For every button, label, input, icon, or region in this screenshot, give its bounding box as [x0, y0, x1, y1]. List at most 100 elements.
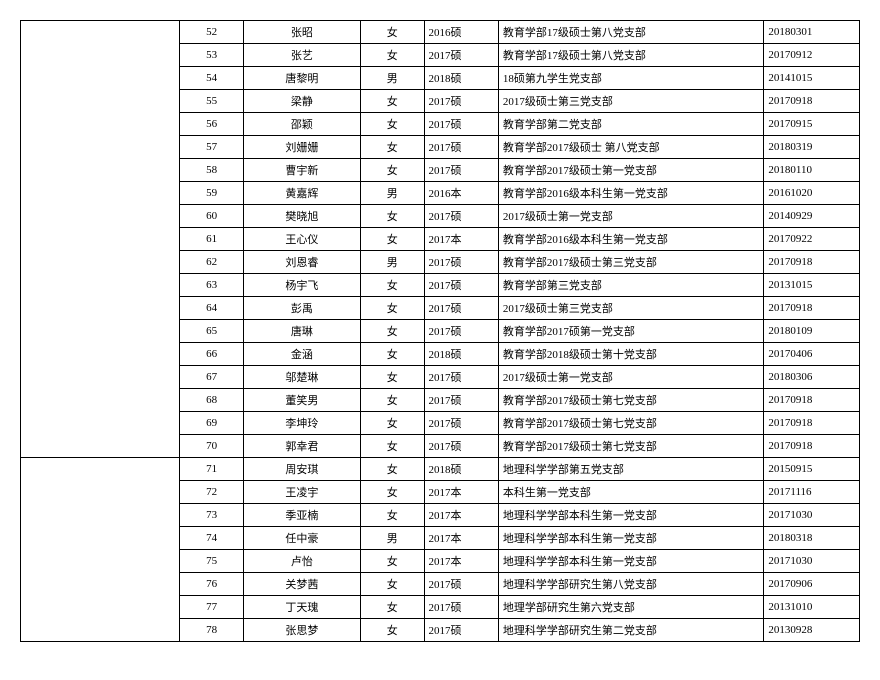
gender-cell: 女 [360, 113, 424, 136]
branch-cell: 教育学部2017级硕士第七党支部 [498, 389, 764, 412]
seq-cell: 76 [180, 573, 244, 596]
name-cell: 刘姗姗 [244, 136, 361, 159]
branch-cell: 教育学部2017级硕士第一党支部 [498, 159, 764, 182]
grade-cell: 2017本 [424, 550, 498, 573]
branch-cell: 地理科学学部本科生第一党支部 [498, 504, 764, 527]
date-cell: 20180110 [764, 159, 860, 182]
gender-cell: 女 [360, 550, 424, 573]
grade-cell: 2017硕 [424, 596, 498, 619]
gender-cell: 女 [360, 435, 424, 458]
grade-cell: 2017硕 [424, 435, 498, 458]
grade-cell: 2017硕 [424, 320, 498, 343]
branch-cell: 地理学部研究生第六党支部 [498, 596, 764, 619]
branch-cell: 教育学部第三党支部 [498, 274, 764, 297]
name-cell: 梁静 [244, 90, 361, 113]
grade-cell: 2018硕 [424, 458, 498, 481]
gender-cell: 男 [360, 67, 424, 90]
name-cell: 周安琪 [244, 458, 361, 481]
date-cell: 20180109 [764, 320, 860, 343]
name-cell: 李坤玲 [244, 412, 361, 435]
date-cell: 20140929 [764, 205, 860, 228]
branch-cell: 本科生第一党支部 [498, 481, 764, 504]
branch-cell: 18硕第九学生党支部 [498, 67, 764, 90]
date-cell: 20161020 [764, 182, 860, 205]
name-cell: 季亚楠 [244, 504, 361, 527]
seq-cell: 57 [180, 136, 244, 159]
date-cell: 20170922 [764, 228, 860, 251]
name-cell: 黄嘉辉 [244, 182, 361, 205]
branch-cell: 教育学部17级硕士第八党支部 [498, 21, 764, 44]
branch-cell: 教育学部2017级硕士第七党支部 [498, 412, 764, 435]
name-cell: 王凌宇 [244, 481, 361, 504]
date-cell: 20131015 [764, 274, 860, 297]
seq-cell: 74 [180, 527, 244, 550]
name-cell: 郭幸君 [244, 435, 361, 458]
gender-cell: 女 [360, 412, 424, 435]
name-cell: 金涵 [244, 343, 361, 366]
date-cell: 20180318 [764, 527, 860, 550]
name-cell: 樊晓旭 [244, 205, 361, 228]
gender-cell: 男 [360, 527, 424, 550]
name-cell: 张艺 [244, 44, 361, 67]
grade-cell: 2017本 [424, 481, 498, 504]
date-cell: 20170918 [764, 435, 860, 458]
date-cell: 20170918 [764, 251, 860, 274]
table-row: 71周安琪女2018硕地理科学学部第五党支部20150915 [21, 458, 860, 481]
grade-cell: 2016本 [424, 182, 498, 205]
branch-cell: 地理科学学部本科生第一党支部 [498, 527, 764, 550]
gender-cell: 女 [360, 90, 424, 113]
gender-cell: 女 [360, 44, 424, 67]
grade-cell: 2016硕 [424, 21, 498, 44]
gender-cell: 女 [360, 596, 424, 619]
seq-cell: 61 [180, 228, 244, 251]
seq-cell: 58 [180, 159, 244, 182]
group-cell [21, 21, 180, 458]
seq-cell: 62 [180, 251, 244, 274]
name-cell: 卢怡 [244, 550, 361, 573]
seq-cell: 53 [180, 44, 244, 67]
grade-cell: 2018硕 [424, 343, 498, 366]
seq-cell: 67 [180, 366, 244, 389]
branch-cell: 2017级硕士第三党支部 [498, 90, 764, 113]
date-cell: 20141015 [764, 67, 860, 90]
grade-cell: 2017硕 [424, 159, 498, 182]
date-cell: 20170915 [764, 113, 860, 136]
gender-cell: 女 [360, 136, 424, 159]
name-cell: 杨宇飞 [244, 274, 361, 297]
grade-cell: 2017硕 [424, 251, 498, 274]
branch-cell: 教育学部第二党支部 [498, 113, 764, 136]
date-cell: 20180301 [764, 21, 860, 44]
gender-cell: 女 [360, 228, 424, 251]
grade-cell: 2017硕 [424, 44, 498, 67]
seq-cell: 72 [180, 481, 244, 504]
seq-cell: 54 [180, 67, 244, 90]
gender-cell: 女 [360, 458, 424, 481]
name-cell: 张思梦 [244, 619, 361, 642]
grade-cell: 2017硕 [424, 297, 498, 320]
grade-cell: 2017硕 [424, 90, 498, 113]
seq-cell: 64 [180, 297, 244, 320]
branch-cell: 教育学部17级硕士第八党支部 [498, 44, 764, 67]
gender-cell: 女 [360, 320, 424, 343]
name-cell: 邵颖 [244, 113, 361, 136]
group-cell [21, 458, 180, 642]
seq-cell: 77 [180, 596, 244, 619]
seq-cell: 66 [180, 343, 244, 366]
gender-cell: 女 [360, 21, 424, 44]
seq-cell: 52 [180, 21, 244, 44]
date-cell: 20170918 [764, 297, 860, 320]
seq-cell: 63 [180, 274, 244, 297]
name-cell: 董笑男 [244, 389, 361, 412]
seq-cell: 78 [180, 619, 244, 642]
seq-cell: 73 [180, 504, 244, 527]
date-cell: 20170918 [764, 412, 860, 435]
grade-cell: 2017本 [424, 527, 498, 550]
gender-cell: 女 [360, 504, 424, 527]
gender-cell: 女 [360, 297, 424, 320]
branch-cell: 教育学部2016级本科生第一党支部 [498, 182, 764, 205]
branch-cell: 地理科学学部第五党支部 [498, 458, 764, 481]
data-table: 52张昭女2016硕教育学部17级硕士第八党支部2018030153张艺女201… [20, 20, 860, 642]
grade-cell: 2017硕 [424, 113, 498, 136]
gender-cell: 女 [360, 573, 424, 596]
date-cell: 20170912 [764, 44, 860, 67]
